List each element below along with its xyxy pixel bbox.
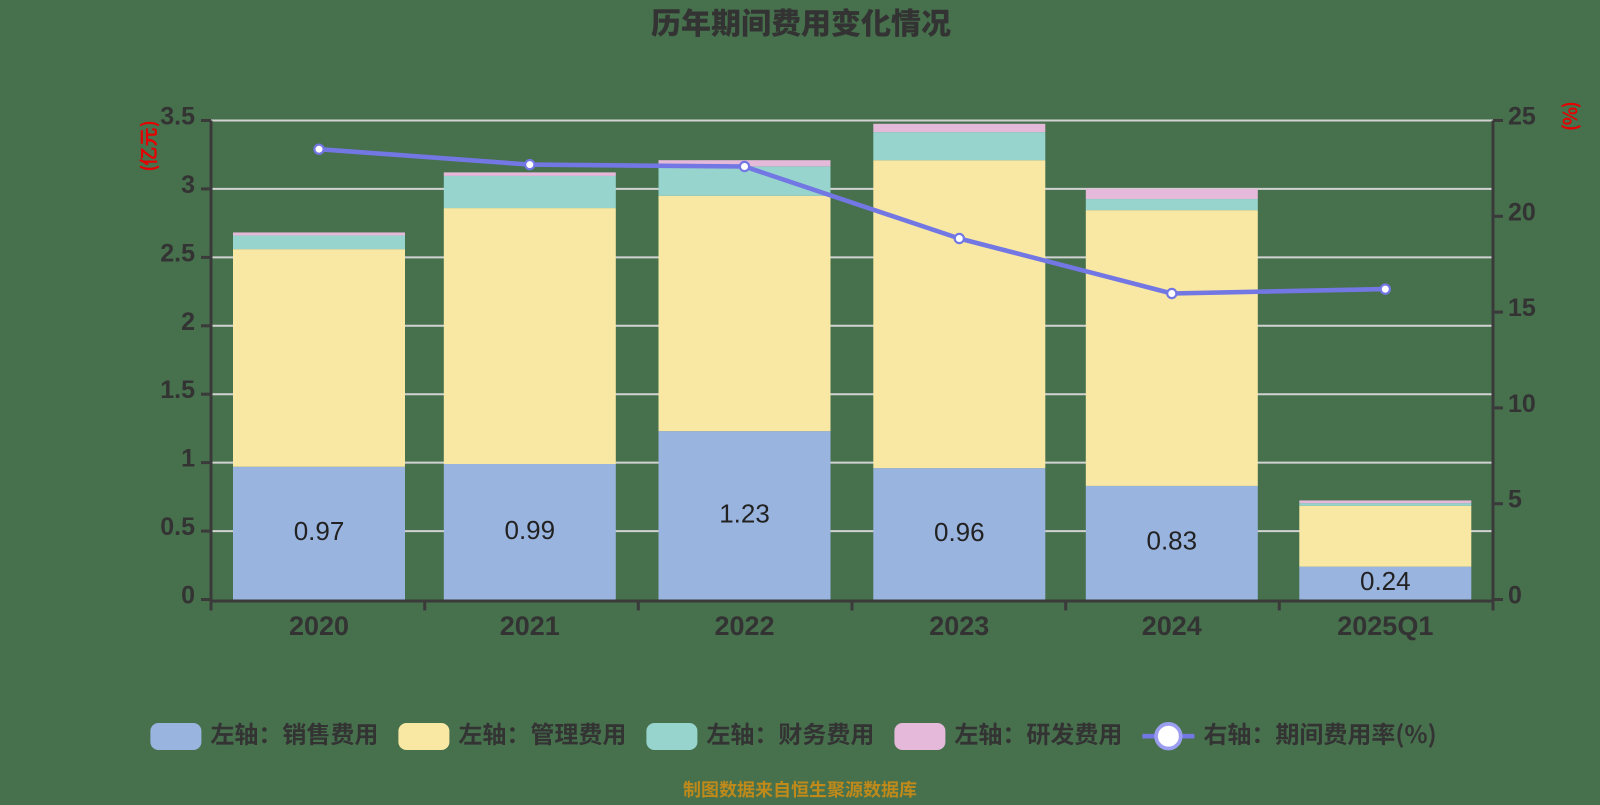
svg-text:1.5: 1.5 — [160, 376, 195, 404]
svg-text:25: 25 — [1508, 103, 1536, 131]
svg-text:2021: 2021 — [500, 611, 560, 641]
svg-text:3: 3 — [181, 171, 195, 199]
svg-text:0.5: 0.5 — [160, 513, 195, 541]
svg-text:2024: 2024 — [1142, 611, 1202, 641]
svg-text:0.24: 0.24 — [1360, 566, 1411, 596]
svg-text:2023: 2023 — [929, 611, 989, 641]
svg-text:15: 15 — [1508, 294, 1536, 322]
svg-text:3.5: 3.5 — [160, 103, 195, 131]
svg-text:2.5: 2.5 — [160, 239, 195, 267]
svg-text:0: 0 — [1508, 582, 1522, 610]
svg-text:5: 5 — [1508, 486, 1522, 514]
svg-text:2025Q1: 2025Q1 — [1337, 611, 1433, 641]
svg-text:1: 1 — [181, 445, 195, 473]
svg-text:20: 20 — [1508, 198, 1536, 226]
svg-text:0.99: 0.99 — [504, 515, 555, 545]
svg-text:2: 2 — [181, 308, 195, 336]
svg-text:0: 0 — [181, 582, 195, 610]
svg-text:0.97: 0.97 — [294, 516, 345, 546]
svg-text:0.83: 0.83 — [1146, 526, 1197, 556]
svg-text:10: 10 — [1508, 390, 1536, 418]
svg-text:0.96: 0.96 — [934, 517, 985, 547]
svg-text:2022: 2022 — [714, 611, 774, 641]
svg-text:2020: 2020 — [289, 611, 349, 641]
svg-text:1.23: 1.23 — [719, 498, 770, 528]
